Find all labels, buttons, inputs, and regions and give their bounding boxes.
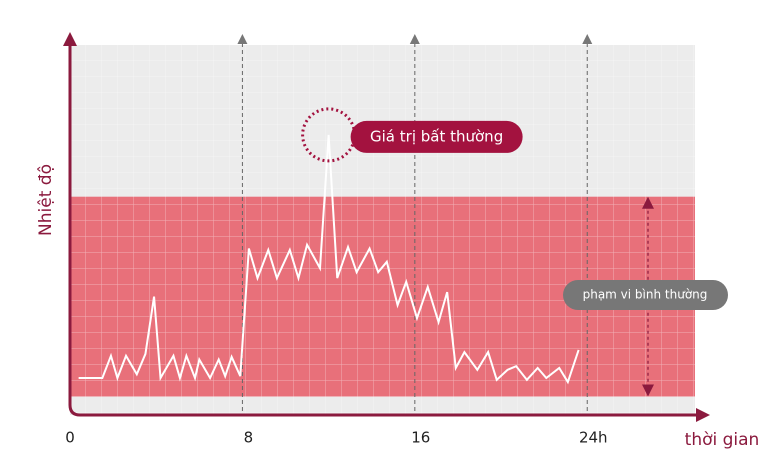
- tick-guide-arrow: [582, 34, 593, 44]
- range-arrow-head: [642, 384, 654, 397]
- y-axis-arrow: [63, 32, 77, 46]
- x-axis-label: thời gian: [685, 430, 760, 450]
- x-tick-label: 8: [244, 429, 254, 447]
- axes: [68, 40, 700, 417]
- x-tick-label: 0: [65, 429, 75, 447]
- grid: [70, 45, 695, 415]
- anomaly-label: Giá trị bất thường: [370, 127, 503, 145]
- range-pill: [563, 280, 728, 310]
- range-arrow-head: [642, 196, 654, 209]
- x-axis-arrow: [696, 408, 710, 422]
- tick-guide-arrow: [409, 34, 420, 44]
- temperature-line: [78, 134, 580, 385]
- x-tick-label: 16: [411, 429, 430, 447]
- range-label: phạm vi bình thường: [583, 288, 708, 302]
- x-tick-label: 24h: [579, 429, 608, 447]
- y-axis-label: Nhiệt độ: [36, 164, 56, 236]
- anomaly-pill: [350, 120, 523, 153]
- tick-guide-arrow: [237, 34, 248, 44]
